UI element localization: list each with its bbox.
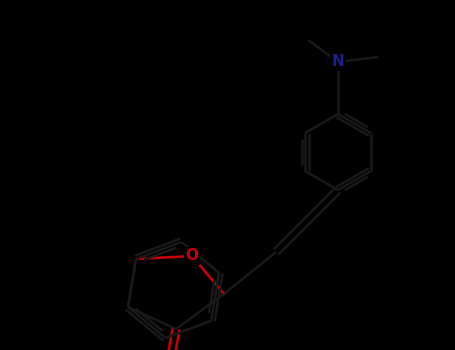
- Text: N: N: [332, 55, 344, 70]
- Text: O: O: [186, 248, 198, 264]
